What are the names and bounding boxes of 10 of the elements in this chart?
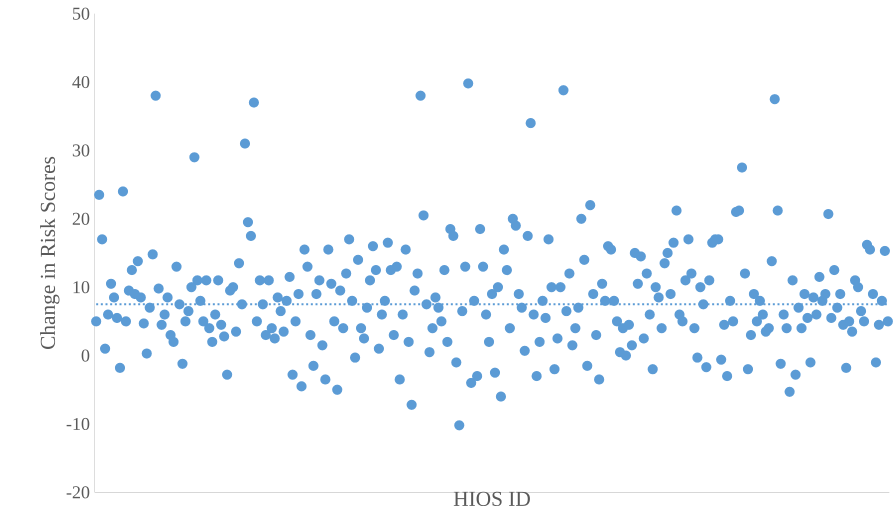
y-tick-label: 40 xyxy=(72,76,90,88)
y-tick-label: 10 xyxy=(74,281,90,294)
y-tick-label: 20 xyxy=(72,212,90,225)
y-tick-label: 0 xyxy=(82,349,90,362)
y-tick-label: -20 xyxy=(66,486,90,498)
x-axis-title: HIOS ID xyxy=(454,492,530,506)
y-axis-title: Change in Risk Scores xyxy=(40,156,60,349)
y-tick-label: 30 xyxy=(72,144,90,156)
y-tick-label: -10 xyxy=(66,418,90,430)
y-tick-label: 50 xyxy=(73,8,90,20)
